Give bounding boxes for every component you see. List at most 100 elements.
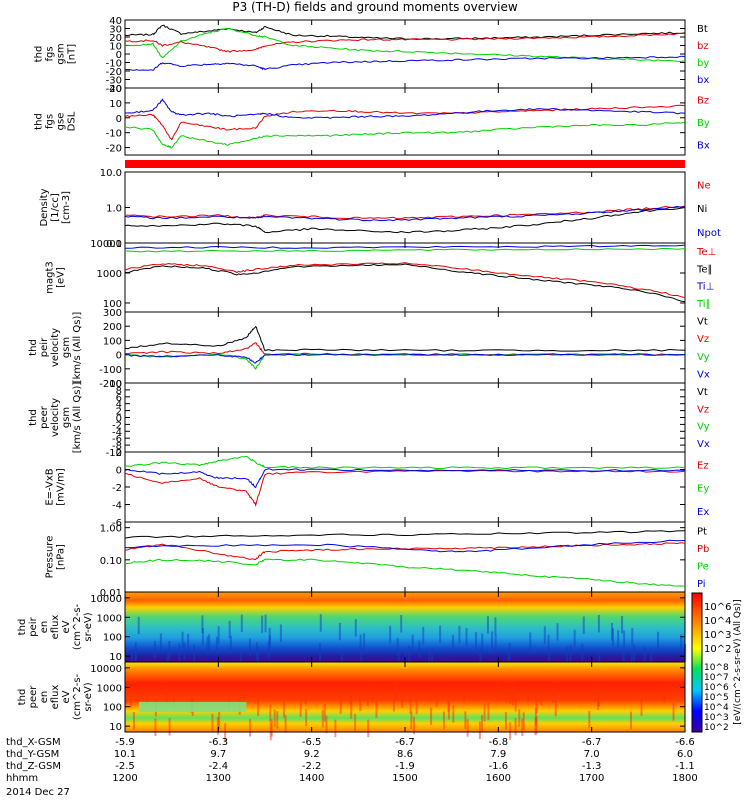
y-tick-label: 8	[116, 386, 122, 397]
panel-frame	[124, 521, 686, 593]
state-bar	[125, 160, 685, 168]
spectrogram-stripe	[548, 648, 551, 666]
spectrogram-stripe	[486, 616, 489, 634]
spectrogram-stripe	[514, 717, 517, 736]
y-tick-label: 10	[109, 99, 122, 110]
spectrogram-stripe	[323, 704, 326, 722]
spectrogram-stripe	[334, 719, 337, 738]
y-axis-label: peir	[28, 616, 39, 636]
spectrogram-stripe	[518, 709, 521, 727]
spectrogram-stripe	[443, 711, 446, 730]
spectrogram-stripe	[354, 619, 357, 637]
spectrogram-stripe	[154, 718, 157, 737]
legend-entry: Ey	[697, 484, 709, 495]
y-tick-label: -30	[106, 76, 122, 87]
x-axis-value: 1400	[299, 773, 324, 784]
spectrogram-stripe	[240, 614, 243, 633]
spectrogram-stripe	[159, 633, 162, 651]
spectrogram-stripe	[588, 710, 591, 729]
spectrogram-stripe	[400, 615, 403, 633]
colorbar-tick: 10^6	[704, 683, 729, 693]
spectrogram-stripe	[216, 717, 219, 735]
y-axis-label: Pressure	[45, 536, 56, 579]
spectrogram-stripe	[215, 636, 218, 655]
colorbar-tick: 10^2	[704, 644, 731, 655]
y-axis-label: eflux	[50, 615, 61, 640]
series-line-Ne	[124, 205, 686, 220]
spectrogram-stripe	[396, 637, 399, 656]
spectrogram-stripe	[193, 644, 196, 662]
colorbar-tick: 10^3	[704, 713, 729, 723]
spectrogram-stripe	[397, 650, 400, 669]
spectrogram-stripe	[217, 626, 220, 644]
legend-entry: Vx	[697, 370, 710, 381]
panel-frame	[124, 242, 686, 313]
spectrogram-stripe	[452, 705, 455, 723]
spectrogram-stripe	[623, 630, 626, 649]
y-tick-label: -10	[106, 129, 122, 140]
legend-entry: Ex	[697, 507, 709, 518]
x-axis-value: -6.3	[209, 737, 229, 748]
spectrogram-stripe	[514, 693, 517, 712]
spectrogram-stripe	[261, 615, 264, 634]
series-line-Pb	[124, 542, 686, 561]
y-tick-label: -10	[106, 448, 122, 459]
spectrogram-stripe	[367, 719, 370, 738]
y-tick-label: 10	[109, 42, 122, 53]
y-tick-label: 20	[109, 33, 122, 44]
spectrogram-stripe	[643, 646, 646, 665]
y-axis-label: thd	[17, 619, 28, 636]
spectrogram-stripe	[431, 648, 434, 667]
legend-entry: Vy	[697, 352, 710, 363]
series-line-Ex	[124, 468, 686, 489]
colorbar-tick: 10^8	[704, 663, 729, 673]
spectrogram-stripe	[474, 632, 477, 650]
x-axis-row-label: thd_Z-GSM	[6, 761, 61, 772]
spectrogram-stripe	[509, 722, 512, 740]
spectrogram-stripe	[319, 643, 322, 661]
y-tick-label: 1.00	[100, 524, 122, 535]
spectrogram-stripe	[257, 646, 260, 664]
panel-frame	[124, 311, 686, 384]
spectrogram-stripe	[481, 633, 484, 652]
x-axis-value: -2.5	[115, 761, 135, 772]
spectrogram-stripe	[249, 638, 252, 656]
y-tick-label: -100	[99, 365, 122, 376]
y-tick-label: 100	[103, 633, 122, 644]
x-axis-value: 1500	[392, 773, 417, 784]
x-axis-value: -1.6	[489, 761, 509, 772]
y-tick-label: 40	[109, 16, 122, 27]
spectrogram-stripe	[273, 709, 276, 728]
spectrogram-stripe	[201, 628, 204, 646]
spectrogram	[125, 662, 685, 732]
spectrogram-stripe	[173, 691, 176, 709]
legend-entry: by	[697, 58, 709, 69]
y-tick-label: -4	[112, 427, 122, 438]
y-tick-label: -20	[106, 67, 122, 78]
y-axis-label: magt3	[45, 261, 56, 294]
spectrogram-stripe	[130, 649, 133, 668]
spectrogram-stripe	[321, 709, 324, 728]
legend-entry: Ti∥	[696, 299, 711, 310]
spectrogram-stripe	[478, 721, 481, 739]
legend-entry: Bz	[697, 96, 709, 107]
spectrogram-stripe	[349, 687, 352, 705]
spectrogram-stripe	[480, 715, 483, 733]
spectrogram-stripe	[227, 691, 230, 709]
series-line-bx	[124, 55, 686, 71]
spectrogram-stripe	[129, 689, 132, 708]
y-axis-label: eV	[61, 690, 72, 703]
spectrogram-stripe	[491, 631, 494, 649]
y-axis-label: [1/cc]	[50, 193, 61, 222]
spectrogram-stripe	[269, 704, 272, 723]
x-axis-value: 1300	[206, 773, 231, 784]
series-line-Vt	[124, 325, 686, 352]
y-tick-label: 0	[116, 466, 122, 477]
spectrogram-stripe	[496, 683, 499, 702]
x-axis-value: -1.3	[582, 761, 602, 772]
panel-frame	[124, 382, 686, 453]
spectrogram-stripe	[299, 699, 302, 717]
spectrogram-stripe	[249, 718, 252, 737]
spectrogram-stripe	[466, 719, 469, 737]
spectrogram-stripe	[409, 695, 412, 714]
